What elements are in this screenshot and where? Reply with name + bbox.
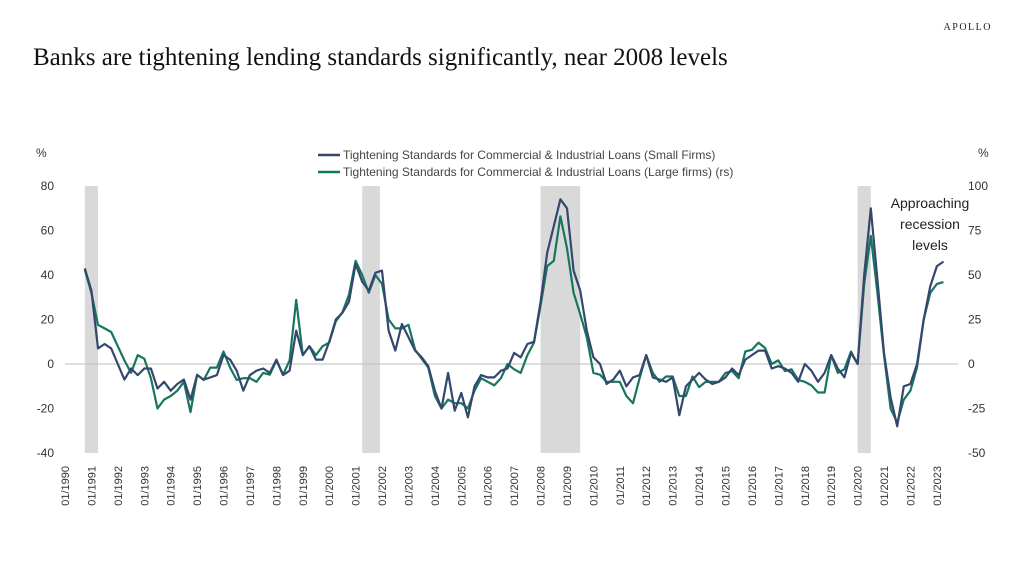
brand-logo: APOLLO [943,22,992,33]
legend-label: Tightening Standards for Commercial & In… [343,148,715,162]
y-right-tick-label: 0 [968,357,975,371]
x-tick-label: 01/1990 [60,466,72,506]
y-axis-left: 80 60 40 20 0 -20 -40 [37,179,55,460]
x-tick-label: 01/2017 [773,466,785,506]
x-tick-label: 01/2023 [932,466,944,506]
x-tick-label: 01/2010 [588,466,600,506]
x-tick-label: 01/2005 [456,466,468,506]
y-right-tick-label: -50 [968,446,986,460]
recession-shading [84,186,871,453]
y-left-tick-label: 0 [47,357,54,371]
y-right-tick-label: -25 [968,402,986,416]
x-tick-label: 01/2006 [483,466,495,506]
y-left-tick-label: 20 [41,313,55,327]
y-left-unit: % [36,146,47,160]
x-tick-label: 01/2008 [536,466,548,506]
series-line-large-firms [83,215,944,424]
x-tick-label: 01/1995 [192,466,204,506]
y-right-tick-label: 50 [968,268,982,282]
x-tick-label: 01/1999 [298,466,310,506]
y-right-tick-label: 100 [968,179,988,193]
recession-band [362,186,380,453]
x-tick-label: 01/1992 [113,466,125,506]
x-tick-label: 01/2002 [377,466,389,506]
recession-band [540,186,581,453]
page-title: Banks are tightening lending standards s… [33,44,728,71]
x-tick-label: 01/2007 [509,466,521,506]
recession-band [84,186,99,453]
x-tick-label: 01/2014 [694,466,706,506]
x-tick-label: 01/2019 [826,466,838,506]
x-tick-label: 01/1993 [139,466,151,506]
y-right-tick-label: 75 [968,224,982,238]
annotation: Approaching recession levels [891,195,970,253]
y-right-tick-label: 25 [968,313,982,327]
x-tick-label: 01/1997 [245,466,257,506]
x-tick-label: 01/2016 [747,466,759,506]
x-tick-label: 01/2018 [800,466,812,506]
x-tick-label: 01/1991 [86,466,98,506]
x-tick-label: 01/2012 [641,466,653,506]
x-axis: 01/1990 01/1991 01/1992 01/1993 01/1994 01/19… [60,466,944,506]
x-tick-label: 01/2009 [562,466,574,506]
y-left-tick-label: 40 [41,268,55,282]
y-axis-right: 100 75 50 25 0 -25 -50 [968,179,988,460]
annotation-text: recession [900,216,960,232]
x-tick-label: 01/2001 [351,466,363,506]
x-tick-label: 01/2003 [403,466,415,506]
series-lines [83,198,945,428]
x-tick-label: 01/2022 [905,466,917,506]
x-tick-label: 01/1996 [219,466,231,506]
y-left-tick-label: 80 [41,179,55,193]
x-tick-label: 01/2015 [721,466,733,506]
x-tick-label: 01/2021 [879,466,891,506]
y-left-tick-label: 60 [41,224,55,238]
x-tick-label: 01/1998 [271,466,283,506]
x-tick-label: 01/2000 [324,466,336,506]
x-tick-label: 01/2011 [615,466,627,505]
annotation-text: Approaching [891,195,970,211]
annotation-text: levels [912,237,948,253]
y-left-tick-label: -40 [37,446,55,460]
legend: Tightening Standards for Commercial & In… [318,148,733,179]
series-line-small-firms [83,198,945,428]
y-right-unit: % [978,146,989,160]
x-tick-label: 01/1994 [166,466,178,506]
y-left-tick-label: -20 [37,402,55,416]
x-tick-label: 01/2004 [430,466,442,506]
x-tick-label: 01/2013 [668,466,680,506]
x-tick-label: 01/2020 [853,466,865,506]
legend-label: Tightening Standards for Commercial & In… [343,165,733,179]
